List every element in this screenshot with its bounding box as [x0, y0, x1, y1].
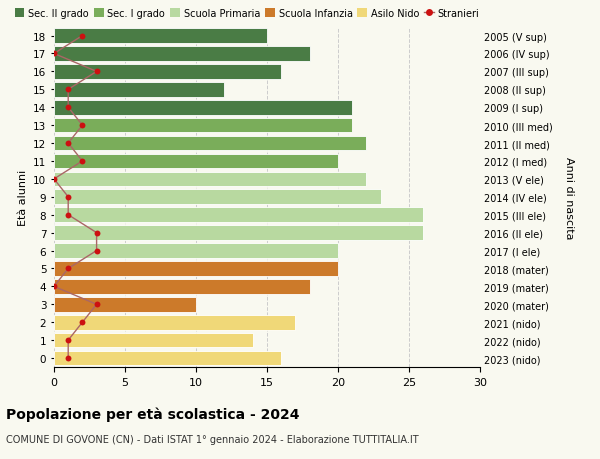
Bar — [54, 65, 281, 79]
Text: Popolazione per età scolastica - 2024: Popolazione per età scolastica - 2024 — [6, 406, 299, 421]
Point — [77, 319, 87, 326]
Point — [77, 122, 87, 129]
Bar — [54, 262, 338, 276]
Point — [49, 283, 59, 291]
Bar — [54, 297, 196, 312]
Bar — [54, 83, 224, 97]
Legend: Sec. II grado, Sec. I grado, Scuola Primaria, Scuola Infanzia, Asilo Nido, Stran: Sec. II grado, Sec. I grado, Scuola Prim… — [11, 5, 484, 22]
Bar — [54, 333, 253, 348]
Point — [92, 301, 101, 308]
Bar — [54, 118, 352, 133]
Bar — [54, 190, 380, 205]
Point — [64, 337, 73, 344]
Bar — [54, 208, 423, 223]
Bar — [54, 47, 310, 62]
Point — [64, 212, 73, 219]
Y-axis label: Età alunni: Età alunni — [17, 169, 28, 225]
Text: COMUNE DI GOVONE (CN) - Dati ISTAT 1° gennaio 2024 - Elaborazione TUTTITALIA.IT: COMUNE DI GOVONE (CN) - Dati ISTAT 1° ge… — [6, 434, 419, 444]
Bar — [54, 226, 423, 241]
Point — [92, 247, 101, 255]
Point — [64, 86, 73, 94]
Point — [49, 50, 59, 58]
Bar — [54, 315, 295, 330]
Point — [77, 33, 87, 40]
Point — [92, 68, 101, 76]
Point — [64, 355, 73, 362]
Point — [64, 194, 73, 201]
Bar — [54, 136, 367, 151]
Y-axis label: Anni di nascita: Anni di nascita — [564, 156, 574, 239]
Bar — [54, 244, 338, 258]
Bar — [54, 101, 352, 115]
Bar — [54, 172, 367, 187]
Bar — [54, 29, 267, 44]
Bar — [54, 280, 310, 294]
Point — [49, 176, 59, 183]
Point — [64, 140, 73, 147]
Point — [92, 230, 101, 237]
Point — [64, 265, 73, 273]
Bar — [54, 154, 338, 169]
Point — [64, 104, 73, 112]
Point — [77, 158, 87, 165]
Bar — [54, 351, 281, 365]
